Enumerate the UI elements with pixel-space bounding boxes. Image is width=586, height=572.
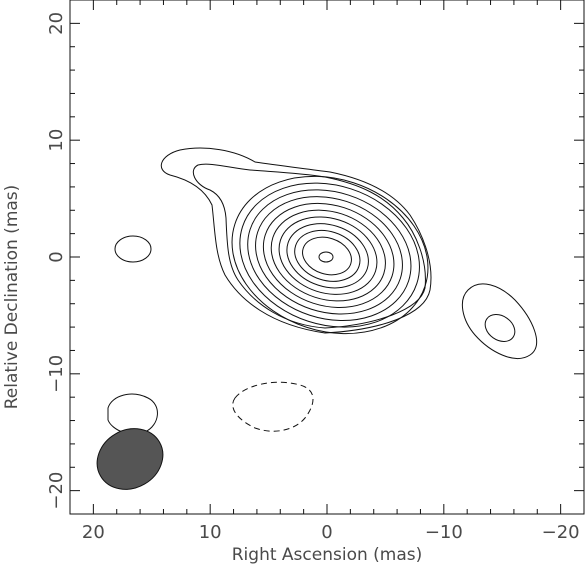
contour-level (270, 209, 386, 302)
contour-level (255, 196, 403, 315)
x-axis-label: Right Ascension (mas) (232, 545, 423, 565)
x-tick-label: 20 (82, 522, 105, 543)
contour-outer-envelope (160, 147, 432, 334)
contour-level (262, 202, 395, 308)
x-axis-ticks: 20 10 0 −10 −20 (69, 0, 585, 543)
contour-level-2 (192, 163, 426, 329)
y-tick-label: −20 (46, 472, 67, 510)
x-tick-label: −20 (542, 522, 580, 543)
y-axis-ticks: 20 10 0 −10 −20 (46, 0, 584, 515)
contour-level (278, 216, 378, 295)
contour-negative-dashed (232, 381, 314, 432)
contour-level (302, 236, 352, 276)
beam-ellipse (96, 428, 164, 490)
contour-east-component-outer (461, 283, 538, 359)
contour-level (231, 175, 429, 335)
x-tick-label: −10 (425, 522, 463, 543)
y-axis-label: Relative Declination (mas) (2, 185, 22, 410)
x-tick-label: 0 (321, 522, 332, 543)
contour-level (247, 189, 412, 322)
nested-contours (231, 175, 429, 335)
x-tick-label: 10 (199, 522, 222, 543)
contour-southwest-blob (107, 393, 158, 435)
y-tick-label: 0 (46, 251, 67, 262)
y-tick-label: 20 (46, 12, 67, 35)
contour-west-blob (114, 235, 152, 263)
y-tick-label: −10 (46, 355, 67, 393)
contour-east-component-inner (484, 314, 516, 342)
contour-peak (318, 251, 334, 263)
contour-level (294, 229, 361, 282)
contour-lines (107, 147, 538, 435)
y-tick-label: 10 (46, 129, 67, 152)
contour-level (286, 223, 369, 289)
contour-level (239, 182, 420, 328)
